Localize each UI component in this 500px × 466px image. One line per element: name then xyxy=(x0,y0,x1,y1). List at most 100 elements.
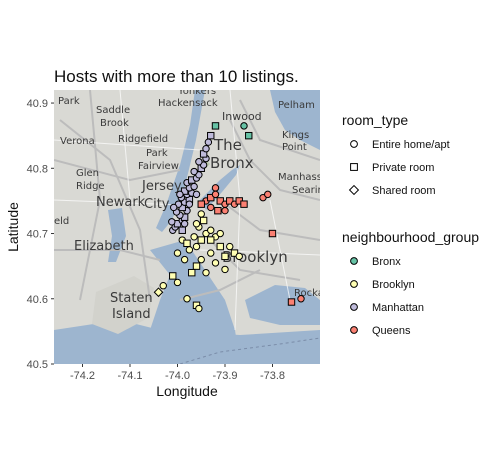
data-point-queens xyxy=(221,206,229,215)
data-point-bronx xyxy=(245,131,253,140)
legend-label: Entire home/apt xyxy=(372,139,450,151)
x-tick-label: -74.0 xyxy=(165,370,190,382)
map-label-staten: Staten xyxy=(110,291,153,306)
map-label-island: Island xyxy=(112,307,151,322)
map-label-newark: Newark xyxy=(96,195,146,210)
map-label-elizabeth: Elizabeth xyxy=(74,239,134,254)
x-tick-label: -74.1 xyxy=(117,370,142,382)
map-boundary-line xyxy=(179,337,320,364)
data-point-manhattan xyxy=(195,158,203,166)
map-label-hackensack: Hackensack xyxy=(158,98,218,109)
y-axis-ticks: 40.5 40.6 40.7 40.8 40.9 xyxy=(27,98,54,371)
data-point-brooklyn xyxy=(235,252,243,261)
map-label-manhasset: Manhasset xyxy=(278,172,332,183)
map-label-eld: eld xyxy=(54,216,69,227)
data-point-brooklyn xyxy=(180,255,189,264)
map-label-park-2: Park xyxy=(146,148,168,159)
data-point-bronx xyxy=(240,122,248,130)
map-roads xyxy=(54,90,320,301)
y-tick-label: 40.7 xyxy=(27,229,48,241)
map-label-glen: Glen xyxy=(76,168,99,179)
data-points xyxy=(153,122,305,313)
data-point-queens xyxy=(297,295,305,303)
data-point-brooklyn xyxy=(192,262,201,270)
x-tick-label: -73.8 xyxy=(260,370,285,382)
map-label-searing: Searing xyxy=(292,185,330,196)
legend-label: Brooklyn xyxy=(372,279,415,291)
data-point-brooklyn xyxy=(216,229,224,238)
data-point-brooklyn xyxy=(188,268,196,277)
data-point-brooklyn xyxy=(183,295,191,303)
data-point-brooklyn xyxy=(153,287,164,298)
map-label-ridge: Ridge xyxy=(76,181,105,192)
map-water-jamaica-bay xyxy=(245,285,320,325)
map-label-kings: Kings xyxy=(282,130,309,141)
y-axis-title: Latitude xyxy=(5,202,21,252)
data-point-brooklyn xyxy=(185,246,194,254)
map-background: Yonkers Hackensack Park Saddle Brook Ver… xyxy=(54,90,332,364)
map-label-verona: Verona xyxy=(60,136,95,147)
y-tick-label: 40.8 xyxy=(27,163,48,175)
legend-key-color xyxy=(350,257,358,265)
data-point-manhattan xyxy=(180,220,189,228)
data-point-queens xyxy=(211,184,220,192)
map-label-jersey: Jersey xyxy=(141,179,182,194)
data-point-brooklyn xyxy=(190,233,198,241)
data-point-manhattan xyxy=(168,218,176,226)
legend-key-square xyxy=(350,163,358,171)
data-point-brooklyn xyxy=(197,210,205,218)
map-label-pelham: Pelham xyxy=(278,100,315,111)
map-labels: Yonkers Hackensack Park Saddle Brook Ver… xyxy=(54,90,332,322)
map-label-ridgefield: Ridgefield xyxy=(118,134,168,145)
data-point-brooklyn xyxy=(226,242,234,251)
legend: room_type Entire home/apt Private room Shar… xyxy=(342,112,479,337)
data-point-queens xyxy=(287,298,296,306)
y-tick-label: 40.5 xyxy=(27,359,48,371)
data-point-queens xyxy=(214,206,222,215)
data-point-brooklyn xyxy=(173,249,182,257)
data-point-queens xyxy=(268,229,277,238)
chart-title: Hosts with more than 10 listings. xyxy=(54,67,299,86)
x-axis-title: Longitude xyxy=(156,383,218,399)
data-point-brooklyn xyxy=(199,216,208,225)
data-point-manhattan xyxy=(178,226,186,234)
data-point-brooklyn xyxy=(183,239,191,248)
map-label-park: Park xyxy=(58,96,80,107)
map-label-inwood: Inwood xyxy=(222,110,262,123)
data-point-queens xyxy=(197,200,205,208)
legend-key-color xyxy=(350,303,358,311)
map-water-hudson-river xyxy=(156,90,205,232)
legend-label: Queens xyxy=(372,325,411,337)
data-point-brooklyn xyxy=(207,236,215,244)
data-point-manhattan xyxy=(207,131,215,140)
data-point-queens xyxy=(207,203,215,212)
data-point-manhattan xyxy=(176,190,184,199)
legend-label: Bronx xyxy=(372,256,401,268)
map-label-city: City xyxy=(144,197,170,212)
legend-title: neighbourhood_group xyxy=(342,229,479,245)
data-point-manhattan xyxy=(190,167,198,176)
map-water-newark-bay xyxy=(108,208,126,262)
legend-label: Private room xyxy=(372,162,434,174)
data-point-brooklyn xyxy=(211,259,220,267)
y-tick-label: 40.6 xyxy=(27,294,48,306)
map-label-bronx: Bronx xyxy=(210,154,254,172)
map-label-point: Point xyxy=(282,142,307,153)
map-label-saddle: Saddle xyxy=(96,105,130,116)
data-point-queens xyxy=(211,190,220,199)
map-label-brook: Brook xyxy=(100,118,129,129)
legend-key-circle xyxy=(350,140,358,148)
data-point-brooklyn xyxy=(197,255,205,264)
data-point-brooklyn xyxy=(192,220,201,228)
legend-title: room_type xyxy=(342,112,408,128)
data-point-manhattan xyxy=(204,138,213,146)
data-point-manhattan xyxy=(202,145,210,153)
x-tick-label: -73.9 xyxy=(212,370,237,382)
data-point-queens xyxy=(264,190,272,199)
legend-label: Shared room xyxy=(372,185,436,197)
data-point-brooklyn xyxy=(207,226,215,234)
x-axis-ticks: -74.2 -74.1 -74.0 -73.9 -73.8 xyxy=(70,364,285,382)
map-land-staten-island xyxy=(92,276,154,334)
map-label-rockaway: Rocka xyxy=(294,288,324,299)
